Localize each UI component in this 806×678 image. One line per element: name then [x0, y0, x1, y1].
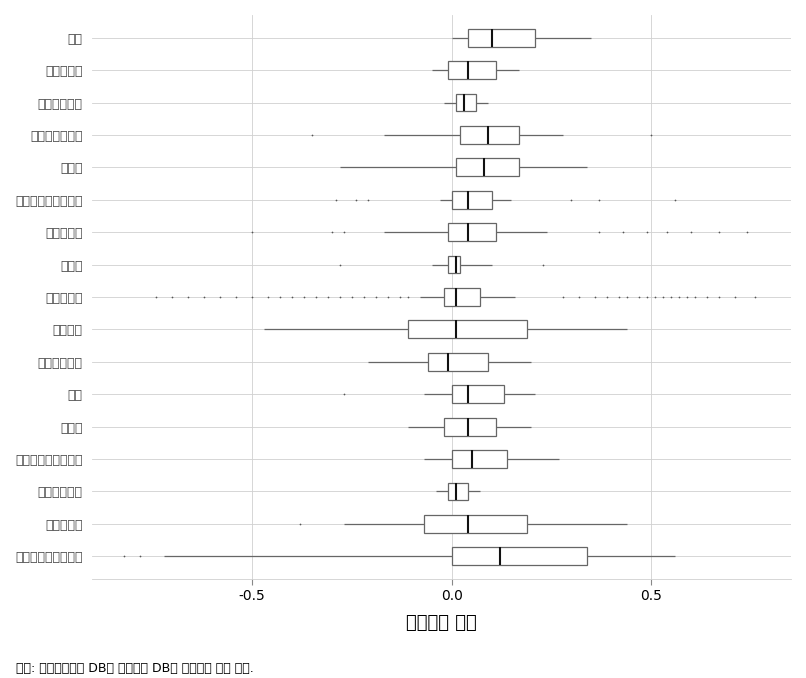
Bar [467, 28, 535, 47]
Bar [447, 223, 496, 241]
Bar [451, 385, 504, 403]
Bar [447, 61, 496, 79]
Bar [428, 353, 488, 371]
Text: 자료: 국고보조사업 DB와 환경지표 DB를 연계하여 저자 작성.: 자료: 국고보조사업 DB와 환경지표 DB를 연계하여 저자 작성. [16, 662, 254, 675]
Bar [451, 547, 588, 565]
Bar [443, 418, 496, 435]
Bar [447, 256, 459, 273]
Bar [443, 288, 480, 306]
Bar [459, 126, 520, 144]
Bar [451, 191, 492, 209]
Bar [424, 515, 527, 533]
Bar [455, 159, 520, 176]
Bar [447, 483, 467, 500]
X-axis label: 상관계수 분포: 상관계수 분포 [406, 614, 477, 633]
Bar [451, 450, 508, 468]
Bar [408, 321, 527, 338]
Bar [455, 94, 476, 111]
